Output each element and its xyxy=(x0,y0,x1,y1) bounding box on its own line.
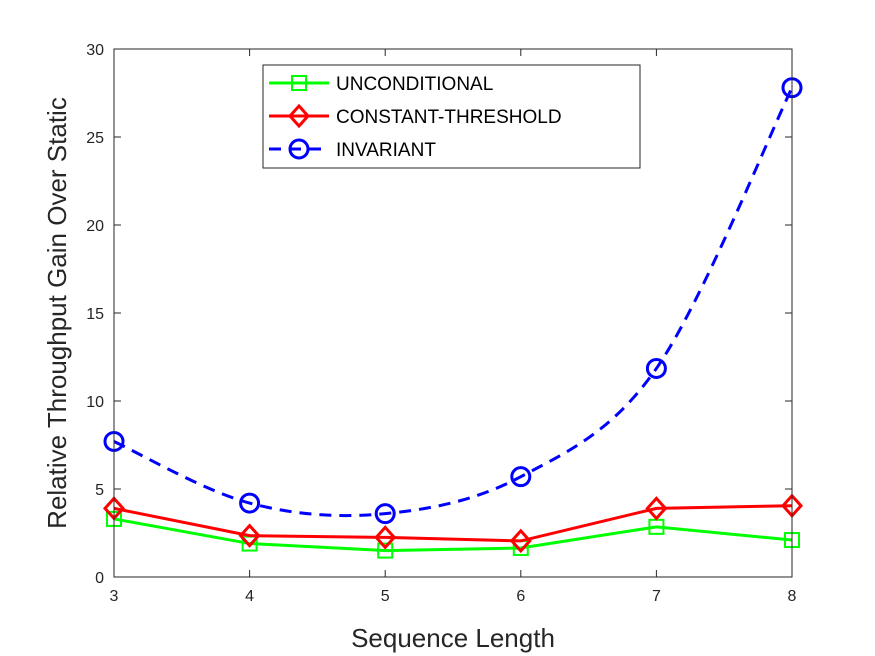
axis-ticks: 3 4 5 6 7 8 0 5 10 15 20 25 30 xyxy=(86,42,796,605)
data-point-invariant xyxy=(645,357,667,379)
data-point-unconditional xyxy=(377,542,394,559)
y-tick-label: 20 xyxy=(86,218,104,235)
series-line-constant-threshold xyxy=(113,504,793,543)
legend-label-unconditional: UNCONDITIONAL xyxy=(336,74,493,95)
y-tick-label: 30 xyxy=(86,42,104,59)
legend-marker-unconditional xyxy=(291,75,307,91)
data-point-constant-threshold xyxy=(509,528,532,554)
y-tick-label: 25 xyxy=(86,130,104,147)
x-tick-label: 8 xyxy=(788,588,797,605)
x-tick-label: 4 xyxy=(245,588,254,605)
y-axis-title: Relative Throughput Gain Over Static xyxy=(42,97,72,529)
x-tick-label: 3 xyxy=(110,588,119,605)
series-line-unconditional xyxy=(113,517,793,553)
legend-label-constant-threshold: CONSTANT-THRESHOLD xyxy=(336,107,562,128)
legend: UNCONDITIONAL CONSTANT-THRESHOLD INVARIANT xyxy=(262,64,641,169)
y-tick-label: 0 xyxy=(95,570,104,587)
y-tick-label: 15 xyxy=(86,306,104,323)
data-point-constant-threshold xyxy=(238,523,261,548)
x-tick-label: 7 xyxy=(652,588,661,605)
data-point-invariant xyxy=(510,466,532,488)
legend-marker-invariant xyxy=(288,138,310,160)
y-tick-label: 5 xyxy=(95,482,104,499)
x-tick-label: 5 xyxy=(381,588,390,605)
data-point-invariant xyxy=(239,492,261,514)
data-point-constant-threshold xyxy=(645,496,668,521)
data-point-invariant xyxy=(374,503,396,525)
series-line-invariant xyxy=(113,87,794,518)
data-point-constant-threshold xyxy=(374,525,397,550)
x-axis-title: Sequence Length xyxy=(351,623,555,653)
x-tick-label: 6 xyxy=(516,588,525,605)
legend-label-invariant: INVARIANT xyxy=(336,140,436,161)
legend-marker-constant-threshold xyxy=(287,103,311,129)
y-tick-label: 10 xyxy=(86,394,104,411)
